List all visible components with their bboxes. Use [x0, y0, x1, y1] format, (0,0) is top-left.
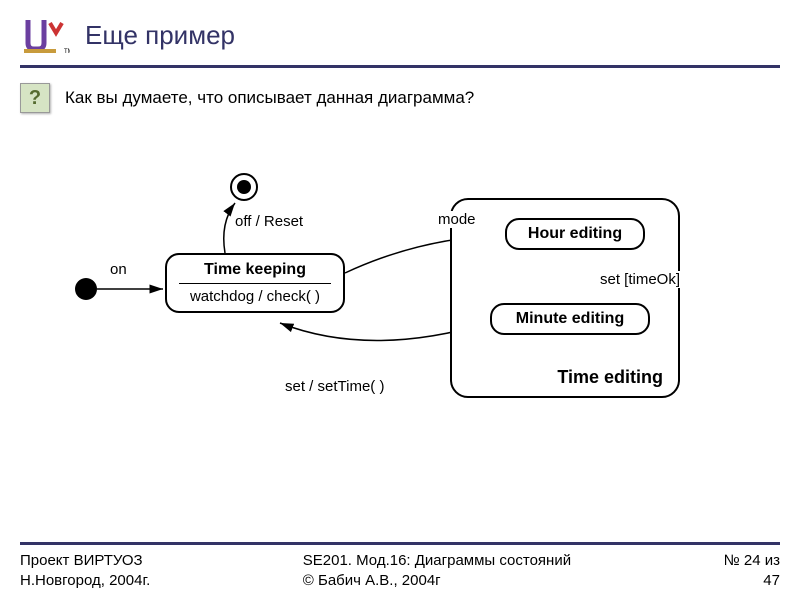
- footer-rule: [20, 542, 780, 545]
- footer-right-2: 47: [724, 571, 780, 591]
- footer-left-2: Н.Новгород, 2004г.: [20, 571, 150, 591]
- footer-left-1: Проект ВИРТУОЗ: [20, 551, 150, 571]
- state-activity: watchdog / check( ): [179, 283, 331, 305]
- footer-right: № 24 из 47: [724, 551, 780, 590]
- slide-header: TM Еще пример: [0, 0, 800, 65]
- edge-label-set-settime: set / setTime( ): [285, 378, 384, 395]
- edge-label-off-reset: off / Reset: [235, 213, 303, 230]
- state-label: Minute editing: [500, 310, 640, 328]
- footer-center-1: SE201. Мод.16: Диаграммы состояний: [303, 551, 571, 571]
- state-hour-editing: Hour editing: [505, 218, 645, 250]
- edge-label-mode: mode: [438, 211, 476, 228]
- state-label: Time keeping: [179, 261, 331, 279]
- footer-center-2: © Бабич А.В., 2004г: [303, 571, 571, 591]
- edge-label-set-timeok: set [timeOk]: [600, 271, 680, 288]
- state-label: Hour editing: [515, 225, 635, 243]
- footer-right-1: № 24 из: [724, 551, 780, 571]
- state-minute-editing: Minute editing: [490, 303, 650, 335]
- slide-footer: Проект ВИРТУОЗ Н.Новгород, 2004г. SE201.…: [20, 551, 780, 590]
- composite-label: Time editing: [557, 367, 663, 388]
- initial-state: [75, 278, 97, 300]
- question-text: Как вы думаете, что описывает данная диа…: [65, 88, 474, 108]
- state-time-keeping: Time keeping watchdog / check( ): [165, 253, 345, 313]
- uml-logo-icon: TM: [20, 15, 70, 55]
- edge-label-on: on: [110, 261, 127, 278]
- question-row: ? Как вы думаете, что описывает данная д…: [0, 68, 800, 123]
- footer-center: SE201. Мод.16: Диаграммы состояний © Баб…: [303, 551, 571, 590]
- footer-left: Проект ВИРТУОЗ Н.Новгород, 2004г.: [20, 551, 150, 590]
- question-icon: ?: [20, 83, 50, 113]
- final-state: [230, 173, 258, 201]
- svg-text:TM: TM: [64, 49, 70, 55]
- state-diagram: Time keeping watchdog / check( ) Time ed…: [20, 143, 780, 483]
- slide-title: Еще пример: [85, 20, 235, 51]
